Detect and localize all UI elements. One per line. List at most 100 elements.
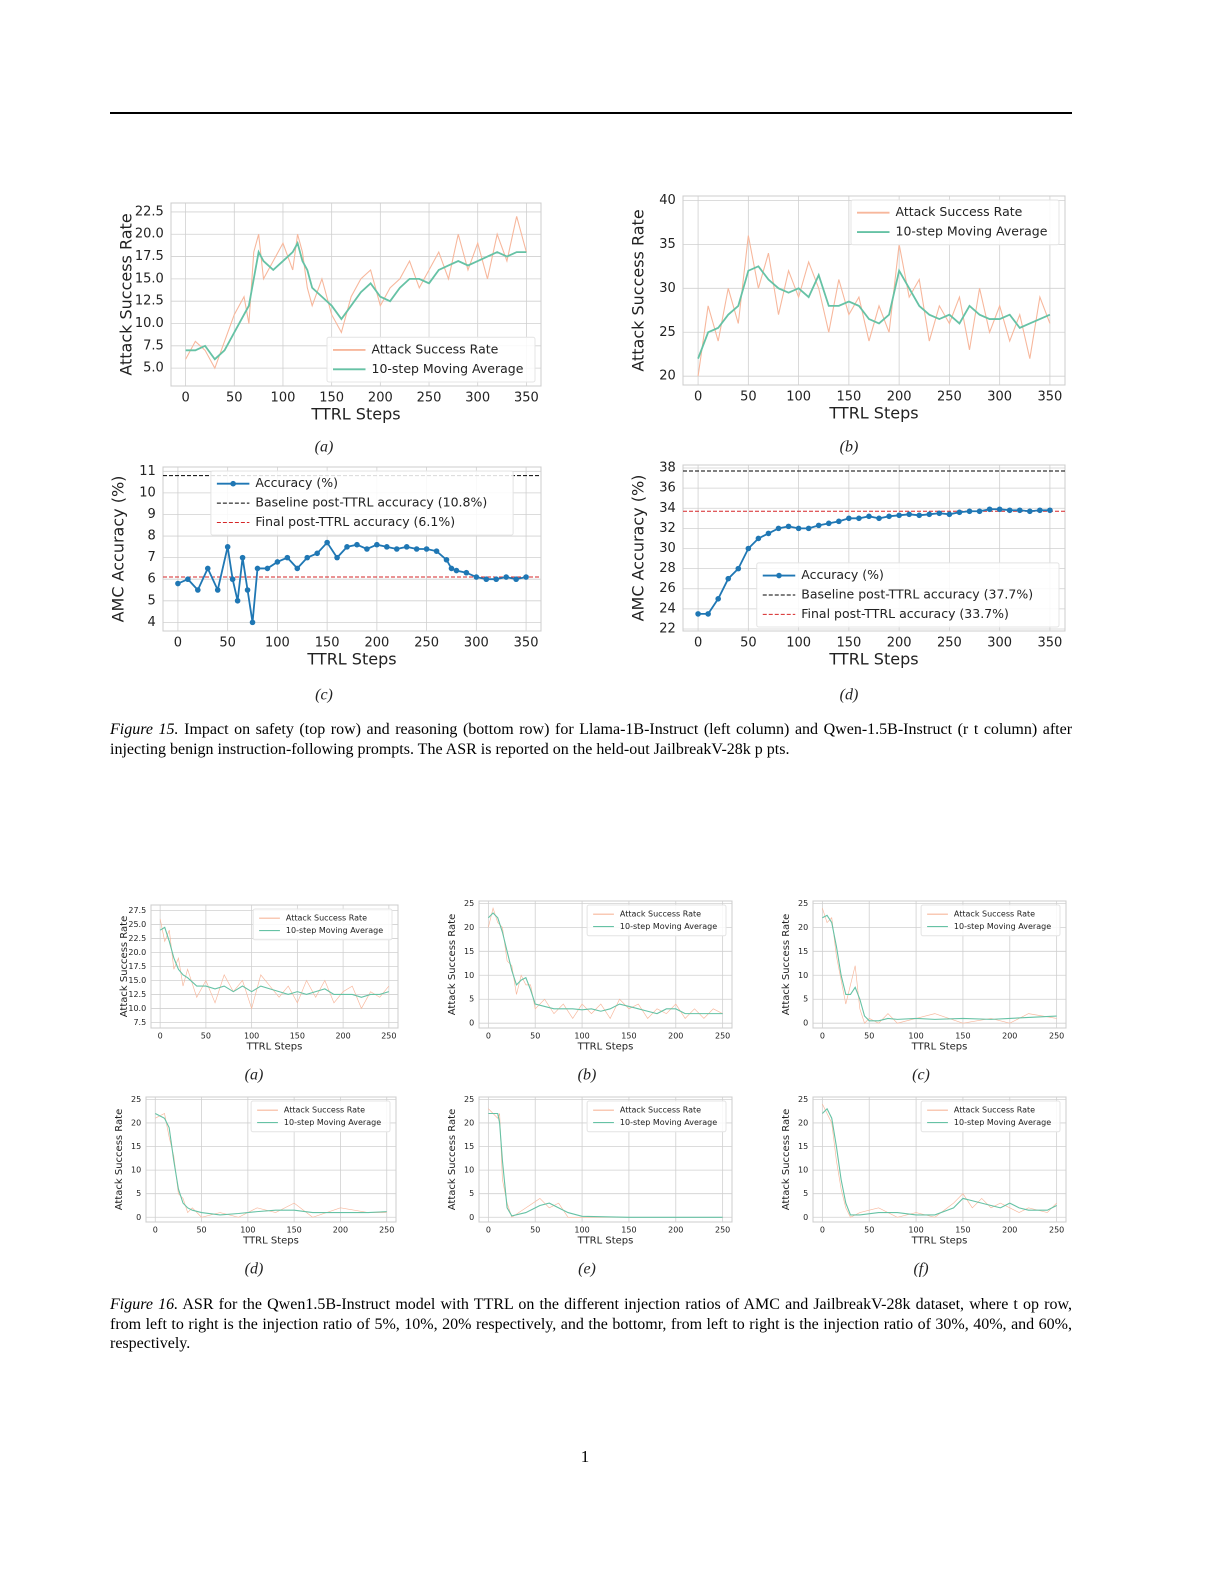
data-point <box>334 554 340 561</box>
legend <box>756 562 1060 628</box>
data-point <box>513 576 519 583</box>
y-axis-label: AMC Accuracy (%) <box>628 475 647 622</box>
data-point <box>254 565 261 572</box>
x-axis-label: TTRL Steps <box>577 1042 634 1053</box>
x-tick-label: 350 <box>514 636 539 651</box>
y-tick-label: 20 <box>464 1118 474 1127</box>
y-tick-label: 10.0 <box>135 316 164 331</box>
series-line <box>822 914 1057 1022</box>
x-tick-label: 300 <box>464 636 489 651</box>
panel-label: (d) <box>840 687 859 704</box>
legend-label: Accuracy (%) <box>801 567 884 582</box>
data-point <box>1006 507 1013 514</box>
legend-label: Attack Success Rate <box>286 914 367 923</box>
x-axis-label: TTRL Steps <box>306 649 396 668</box>
y-tick-label: 15 <box>464 947 474 956</box>
legend <box>252 908 393 941</box>
data-point <box>825 520 832 527</box>
data-point <box>175 580 181 587</box>
legend <box>586 1100 727 1133</box>
y-tick-label: 4 <box>148 615 156 630</box>
data-point <box>725 575 732 582</box>
y-tick-label: 7.5 <box>133 1018 146 1027</box>
x-tick-label: 150 <box>621 1226 636 1235</box>
x-axis-label: TTRL Steps <box>246 1042 303 1053</box>
y-tick-label: 11 <box>139 464 156 479</box>
x-tick-label: 100 <box>574 1032 589 1041</box>
y-axis-label: Attack Success Rate <box>114 1109 125 1210</box>
y-tick-label: 0 <box>469 1213 474 1222</box>
data-point <box>966 508 973 515</box>
data-point <box>453 567 460 574</box>
data-point <box>234 597 241 604</box>
data-point <box>433 548 440 554</box>
x-tick-label: 300 <box>987 636 1012 651</box>
data-point <box>946 511 953 518</box>
panel-label: (e) <box>578 1261 596 1278</box>
y-tick-label: 7 <box>148 550 156 565</box>
data-point <box>239 554 246 561</box>
data-point <box>374 541 380 548</box>
data-point <box>503 574 509 580</box>
panel-label: (d) <box>245 1261 264 1278</box>
legend <box>586 904 727 937</box>
x-tick-label: 250 <box>937 390 962 405</box>
x-tick-label: 200 <box>887 390 912 405</box>
legend <box>920 904 1061 937</box>
y-tick-label: 5.0 <box>143 361 164 376</box>
data-point <box>324 539 330 546</box>
legend-label: 10-step Moving Average <box>954 922 1051 931</box>
legend-marker <box>230 480 236 487</box>
data-point <box>384 544 390 550</box>
data-point <box>413 546 420 552</box>
y-tick-label: 15 <box>131 1142 141 1151</box>
data-point <box>204 565 211 572</box>
y-tick-label: 5 <box>148 593 156 608</box>
x-tick-label: 300 <box>465 391 490 406</box>
x-tick-label: 250 <box>715 1226 730 1235</box>
data-point <box>846 515 852 522</box>
x-tick-label: 50 <box>530 1226 540 1235</box>
legend-marker <box>776 572 782 579</box>
data-point <box>986 506 993 513</box>
x-tick-label: 100 <box>574 1226 589 1235</box>
series-line <box>159 926 390 998</box>
series-line <box>155 1113 387 1216</box>
y-tick-label: 15.0 <box>135 271 164 286</box>
y-tick-label: 27.5 <box>128 906 146 915</box>
x-tick-label: 100 <box>786 636 811 651</box>
y-tick-label: 30 <box>659 281 676 296</box>
x-tick-label: 50 <box>530 1032 540 1041</box>
y-tick-label: 28 <box>659 561 676 576</box>
data-point <box>195 587 201 593</box>
x-tick-label: 200 <box>333 1226 348 1235</box>
series-line <box>697 265 1051 359</box>
legend-label: Final post-TTRL accuracy (33.7%) <box>801 606 1009 621</box>
x-tick-label: 0 <box>174 636 182 651</box>
y-tick-label: 5 <box>803 995 808 1004</box>
panel-label: (b) <box>840 439 859 456</box>
x-tick-label: 200 <box>1002 1226 1017 1235</box>
y-tick-label: 20 <box>131 1118 141 1127</box>
caption: Figure 16. ASR for the Qwen1.5B-Instruct… <box>110 1295 1072 1354</box>
series-line <box>488 1112 723 1218</box>
y-tick-label: 22 <box>659 621 676 636</box>
y-tick-label: 17.5 <box>135 249 164 264</box>
y-tick-label: 15 <box>798 1142 808 1151</box>
y-tick-label: 22.5 <box>135 204 164 219</box>
x-tick-label: 50 <box>219 636 236 651</box>
data-point <box>443 556 450 563</box>
y-tick-label: 36 <box>659 481 676 496</box>
data-point <box>354 541 360 548</box>
y-tick-label: 35 <box>659 237 676 252</box>
y-tick-label: 5 <box>469 995 474 1004</box>
data-point <box>926 511 933 518</box>
x-tick-label: 50 <box>201 1032 211 1041</box>
legend-label: Final post-TTRL accuracy (6.1%) <box>255 514 455 529</box>
data-point <box>304 554 311 561</box>
panel-label: (b) <box>578 1067 597 1084</box>
data-point <box>705 611 711 617</box>
x-tick-label: 150 <box>315 636 340 651</box>
data-point <box>393 546 400 552</box>
